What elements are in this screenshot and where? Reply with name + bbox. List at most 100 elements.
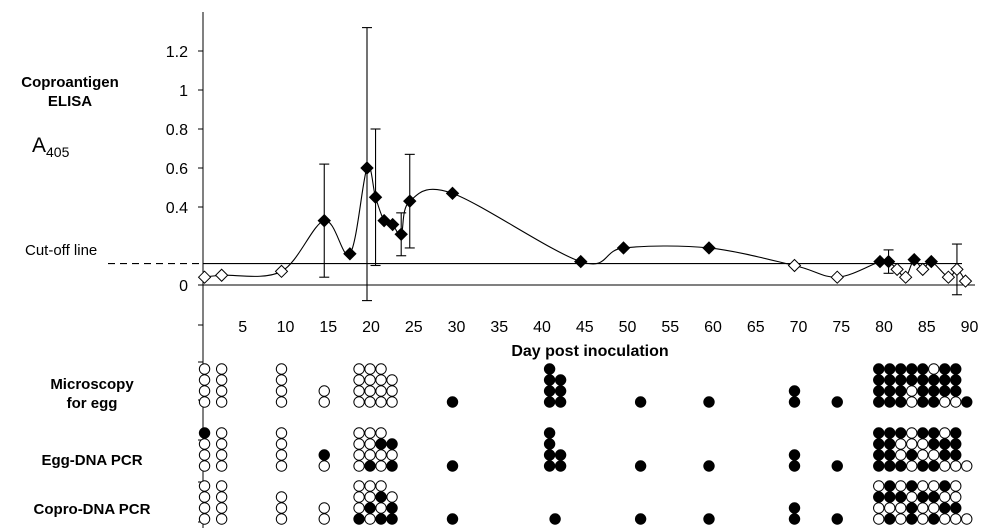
result-negative bbox=[375, 427, 387, 439]
result-negative bbox=[353, 374, 365, 386]
result-positive bbox=[950, 374, 962, 386]
result-negative bbox=[198, 491, 211, 503]
x-tick-label: 65 bbox=[747, 319, 765, 336]
result-positive bbox=[950, 438, 962, 450]
result-negative bbox=[906, 460, 918, 472]
result-positive bbox=[788, 502, 801, 514]
x-tick-label: 90 bbox=[961, 319, 979, 336]
result-negative bbox=[917, 449, 929, 461]
result-positive bbox=[446, 460, 459, 472]
result-positive bbox=[873, 374, 885, 386]
result-positive bbox=[895, 396, 907, 408]
result-negative bbox=[353, 396, 365, 408]
result-positive bbox=[895, 385, 907, 397]
result-negative bbox=[364, 374, 376, 386]
result-positive bbox=[884, 480, 896, 492]
result-positive bbox=[364, 460, 376, 472]
elisa-point-open bbox=[274, 264, 289, 279]
result-positive bbox=[873, 385, 885, 397]
result-positive bbox=[543, 374, 556, 386]
result-negative bbox=[215, 438, 228, 450]
result-positive bbox=[950, 502, 962, 514]
result-positive bbox=[939, 438, 951, 450]
result-negative bbox=[939, 491, 951, 503]
result-positive bbox=[917, 491, 929, 503]
elisa-point-open bbox=[787, 258, 802, 273]
result-negative bbox=[928, 449, 940, 461]
result-positive bbox=[386, 438, 398, 450]
result-positive bbox=[634, 396, 647, 408]
elisa-point-filled bbox=[574, 254, 588, 269]
y-unit-label: A405 bbox=[32, 134, 69, 160]
x-tick-label: 85 bbox=[918, 319, 936, 336]
result-positive bbox=[884, 513, 896, 525]
result-positive bbox=[873, 438, 885, 450]
result-negative bbox=[386, 449, 398, 461]
result-negative bbox=[364, 396, 376, 408]
result-negative bbox=[917, 502, 929, 514]
result-positive bbox=[364, 502, 376, 514]
result-negative bbox=[198, 363, 211, 375]
result-negative bbox=[906, 491, 918, 503]
result-negative bbox=[895, 449, 907, 461]
result-positive bbox=[543, 385, 556, 397]
elisa-point-open bbox=[830, 270, 844, 284]
result-positive bbox=[906, 374, 918, 386]
result-positive bbox=[961, 396, 973, 408]
result-positive bbox=[386, 513, 398, 525]
result-positive bbox=[543, 449, 556, 461]
result-negative bbox=[906, 438, 918, 450]
elisa-point-filled bbox=[702, 241, 716, 255]
elisa-point-filled bbox=[445, 186, 460, 201]
result-negative bbox=[950, 396, 962, 408]
result-negative bbox=[275, 449, 288, 461]
result-negative bbox=[364, 385, 376, 397]
result-positive bbox=[884, 427, 896, 439]
result-positive bbox=[939, 502, 951, 514]
result-positive bbox=[634, 460, 647, 472]
result-positive bbox=[873, 427, 885, 439]
result-positive bbox=[917, 460, 929, 472]
y-tick-label: 0.4 bbox=[166, 200, 188, 217]
result-positive bbox=[318, 449, 330, 461]
result-positive bbox=[906, 363, 918, 375]
result-positive bbox=[375, 513, 387, 525]
result-positive bbox=[446, 396, 459, 408]
result-positive bbox=[928, 491, 940, 503]
result-positive bbox=[788, 460, 801, 472]
elisa-point-open bbox=[941, 270, 956, 284]
result-negative bbox=[198, 374, 211, 386]
result-negative bbox=[318, 385, 330, 397]
result-negative bbox=[939, 396, 951, 408]
result-positive bbox=[884, 363, 896, 375]
result-positive bbox=[895, 460, 907, 472]
result-positive bbox=[554, 374, 567, 386]
x-axis-label: Day post inoculation bbox=[511, 343, 668, 360]
result-negative bbox=[215, 480, 228, 492]
result-negative bbox=[353, 491, 365, 503]
result-positive bbox=[895, 491, 907, 503]
result-negative bbox=[884, 502, 896, 514]
result-positive bbox=[928, 374, 940, 386]
x-tick-label: 5 bbox=[238, 319, 247, 336]
result-negative bbox=[353, 363, 365, 375]
result-positive bbox=[884, 374, 896, 386]
result-negative bbox=[353, 449, 365, 461]
y-unit-sub: 405 bbox=[46, 144, 70, 161]
result-negative bbox=[318, 502, 330, 514]
result-positive bbox=[353, 513, 365, 525]
x-tick-label: 15 bbox=[319, 319, 337, 336]
result-negative bbox=[275, 502, 288, 514]
result-negative bbox=[386, 374, 398, 386]
elisa-point-open bbox=[214, 268, 229, 282]
result-negative bbox=[318, 460, 330, 472]
result-positive bbox=[939, 449, 951, 461]
result-negative bbox=[961, 460, 973, 472]
result-negative bbox=[275, 491, 288, 503]
elisa-point-filled bbox=[385, 217, 400, 232]
elisa-point-filled bbox=[403, 194, 417, 208]
result-positive bbox=[950, 427, 962, 439]
result-positive bbox=[873, 491, 885, 503]
x-tick-label: 45 bbox=[576, 319, 594, 336]
result-negative bbox=[375, 374, 387, 386]
